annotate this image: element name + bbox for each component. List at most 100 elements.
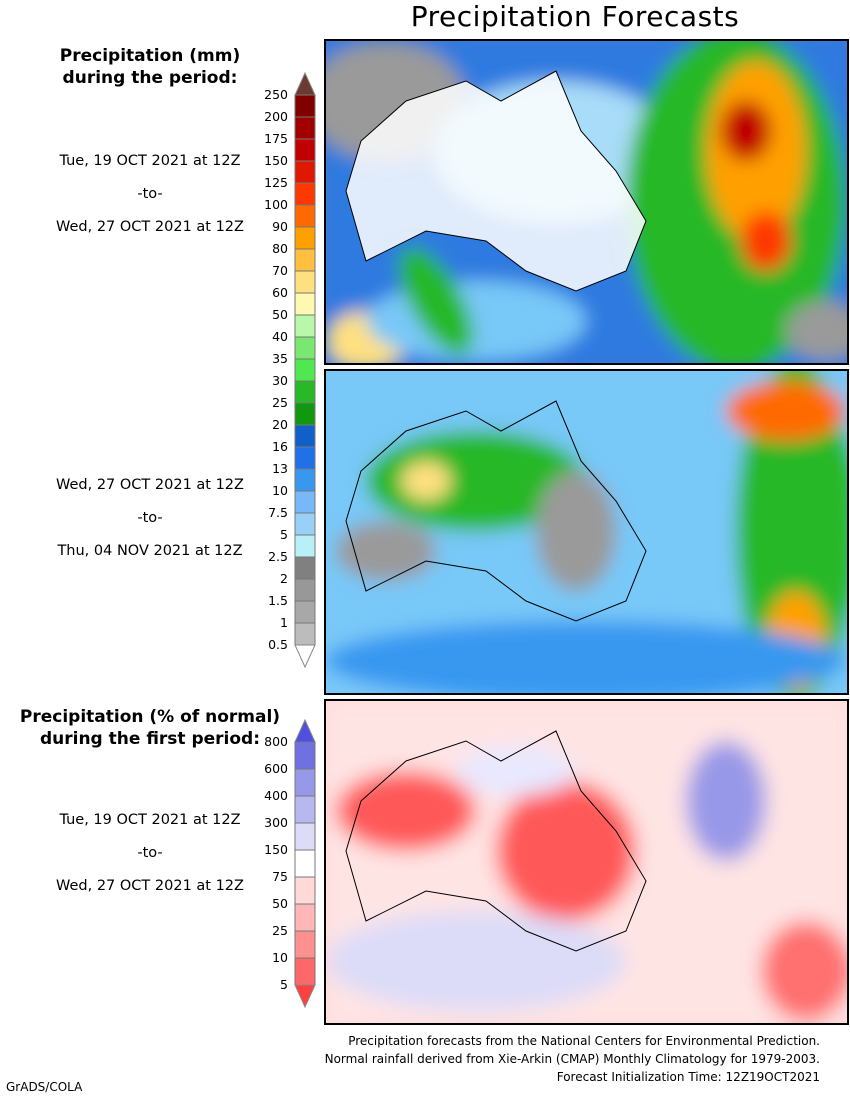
colorbar-segment: [294, 876, 316, 905]
colorbar-tick-label: 100: [264, 197, 288, 212]
colorbar-tick-label: 10: [272, 483, 288, 498]
colorbar-tick-label: 30: [272, 373, 288, 388]
map-panel-period2: [324, 369, 849, 695]
colorbar-tick-label: 7.5: [268, 505, 288, 520]
colorbar-tick-label: 50: [272, 896, 288, 911]
page-title: Precipitation Forecasts: [410, 0, 740, 33]
precip-colorbar: [294, 71, 316, 669]
colorbar-segment: [294, 795, 316, 824]
colorbar-segment: [294, 94, 316, 118]
colorbar-tick-label: 80: [272, 241, 288, 256]
colorbar-segment: [294, 957, 316, 986]
colorbar-segment: [294, 116, 316, 140]
colorbar-tick-label: 16: [272, 439, 288, 454]
colorbar-segment: [294, 490, 316, 514]
colorbar-segment: [294, 358, 316, 382]
colorbar-tick-label: 250: [264, 87, 288, 102]
colorbar-tick-label: 1: [280, 615, 288, 630]
legend-bottom-heading-line2: during the first period:: [39, 729, 261, 749]
colorbar-tick-label: 2.5: [268, 549, 288, 564]
colorbar-tick-label: 1.5: [268, 593, 288, 608]
colorbar-segment: [294, 402, 316, 426]
colorbar-segment: [294, 622, 316, 646]
colorbar-segment: [294, 600, 316, 624]
period1-label: Tue, 19 OCT 2021 at 12Z -to- Wed, 27 OCT…: [30, 145, 270, 244]
colorbar-segment: [294, 468, 316, 492]
colorbar-tick-label: 600: [264, 761, 288, 776]
colorbar-tick-label: 40: [272, 329, 288, 344]
colorbar-tick-label: 200: [264, 109, 288, 124]
period2-start: Wed, 27 OCT 2021 at 12Z: [56, 477, 244, 493]
colorbar-tick-label: 400: [264, 788, 288, 803]
legend-bottom-heading-line1: Precipitation (% of normal): [19, 707, 281, 727]
legend-top-heading-line2: during the period:: [62, 68, 238, 88]
period1-sep: -to-: [137, 186, 163, 202]
footer-line-climatology: Normal rainfall derived from Xie-Arkin (…: [324, 1052, 820, 1066]
colorbar-segment: [294, 446, 316, 470]
legend-top-heading: Precipitation (mm) during the period:: [20, 45, 280, 89]
colorbar-segment: [294, 226, 316, 250]
period3-end: Wed, 27 OCT 2021 at 12Z: [56, 878, 244, 894]
colorbar-tick-label: 5: [280, 527, 288, 542]
period3-sep: -to-: [137, 845, 163, 861]
footer-line-init-time: Forecast Initialization Time: 12Z19OCT20…: [556, 1070, 820, 1084]
colorbar-tick-label: 150: [264, 842, 288, 857]
colorbar-under-triangle: [294, 644, 316, 669]
colorbar-tick-label: 25: [272, 395, 288, 410]
legend-bottom-heading: Precipitation (% of normal) during the f…: [10, 706, 290, 750]
colorbar-tick-label: 2: [280, 571, 288, 586]
colorbar-segment: [294, 849, 316, 878]
colorbar-segment: [294, 578, 316, 602]
colorbar-segment: [294, 380, 316, 404]
colorbar-tick-label: 50: [272, 307, 288, 322]
colorbar-tick-label: 0.5: [268, 637, 288, 652]
footer-line-source: Precipitation forecasts from the Nationa…: [348, 1034, 820, 1048]
period2-label: Wed, 27 OCT 2021 at 12Z -to- Thu, 04 NOV…: [30, 469, 270, 568]
footer-notes: Precipitation forecasts from the Nationa…: [325, 1032, 820, 1086]
colorbar-segment: [294, 336, 316, 360]
colorbar-tick-label: 60: [272, 285, 288, 300]
colorbar-segment: [294, 556, 316, 580]
colorbar-segment: [294, 314, 316, 338]
map-period2: [326, 371, 847, 693]
colorbar-tick-label: 25: [272, 923, 288, 938]
colorbar-tick-label: 300: [264, 815, 288, 830]
colorbar-segment: [294, 204, 316, 228]
percent-colorbar: [294, 718, 316, 1009]
colorbar-tick-label: 70: [272, 263, 288, 278]
map-panel-period1: [324, 39, 849, 365]
colorbar-segment: [294, 424, 316, 448]
colorbar-segment: [294, 534, 316, 558]
colorbar-tick-label: 20: [272, 417, 288, 432]
period1-end: Wed, 27 OCT 2021 at 12Z: [56, 219, 244, 235]
period1-start: Tue, 19 OCT 2021 at 12Z: [59, 153, 241, 169]
colorbar-segment: [294, 248, 316, 272]
colorbar-tick-label: 125: [264, 175, 288, 190]
colorbar-tick-label: 175: [264, 131, 288, 146]
colorbar-segment: [294, 903, 316, 932]
colorbar-segment: [294, 930, 316, 959]
colorbar-over-triangle: [294, 718, 316, 743]
period3-label: Tue, 19 OCT 2021 at 12Z -to- Wed, 27 OCT…: [30, 804, 270, 903]
period2-sep: -to-: [137, 510, 163, 526]
colorbar-segment: [294, 270, 316, 294]
colorbar-segment: [294, 768, 316, 797]
colorbar-segment: [294, 160, 316, 184]
colorbar-segment: [294, 822, 316, 851]
colorbar-segment: [294, 741, 316, 770]
period2-end: Thu, 04 NOV 2021 at 12Z: [57, 543, 243, 559]
colorbar-over-triangle: [294, 71, 316, 96]
colorbar-tick-label: 5: [280, 977, 288, 992]
colorbar-tick-label: 13: [272, 461, 288, 476]
credit: GrADS/COLA: [6, 1080, 83, 1094]
colorbar-tick-label: 800: [264, 734, 288, 749]
colorbar-tick-label: 35: [272, 351, 288, 366]
colorbar-tick-label: 10: [272, 950, 288, 965]
colorbar-under-triangle: [294, 984, 316, 1009]
colorbar-tick-label: 90: [272, 219, 288, 234]
map-panel-percent-normal: [324, 699, 849, 1025]
colorbar-segment: [294, 512, 316, 536]
colorbar-tick-label: 75: [272, 869, 288, 884]
map-percent-normal: [326, 701, 847, 1023]
